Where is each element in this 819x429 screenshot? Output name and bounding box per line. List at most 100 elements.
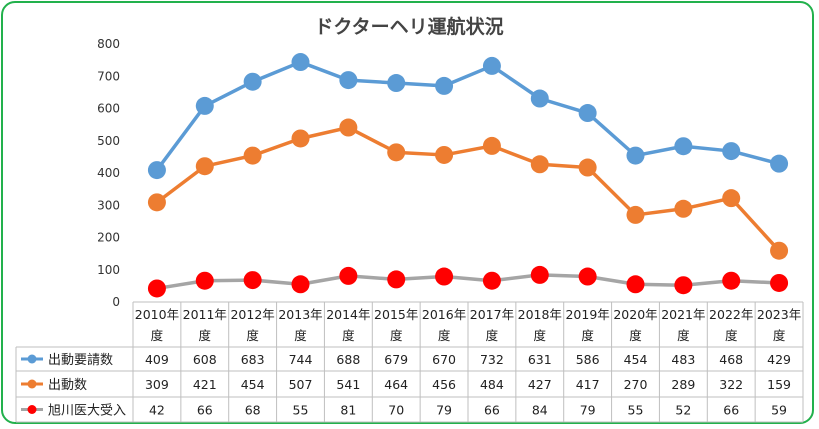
data-point	[674, 199, 693, 218]
legend-marker	[27, 405, 37, 414]
data-point	[674, 137, 693, 156]
data-point	[482, 271, 501, 290]
table-cell-value: 679	[384, 352, 408, 367]
data-point	[674, 276, 693, 295]
data-point	[530, 89, 549, 108]
table-cell-value: 670	[432, 352, 456, 367]
data-point	[339, 118, 358, 137]
legend-label: 出動数	[48, 378, 87, 393]
x-tick-label: 度	[342, 328, 355, 343]
data-point	[435, 145, 454, 164]
data-point	[291, 129, 310, 148]
table-cell-value: 79	[580, 403, 596, 418]
table-cell-value: 66	[197, 403, 213, 418]
table-cell-value: 55	[628, 403, 644, 418]
data-point	[387, 143, 406, 162]
series-markers	[147, 53, 789, 298]
table-cell-value: 484	[480, 377, 504, 392]
x-tick-label: 2023年	[757, 307, 801, 322]
data-point	[722, 189, 741, 208]
table-cell-value: 732	[480, 352, 504, 367]
x-tick-label: 2013年	[278, 307, 322, 322]
x-tick-label: 2020年	[613, 307, 657, 322]
x-tick-label: 度	[294, 328, 307, 343]
data-point	[578, 104, 597, 123]
data-point	[195, 96, 214, 115]
data-point	[243, 72, 262, 91]
data-point	[482, 136, 501, 155]
table-cell-value: 454	[624, 352, 648, 367]
chart-title: ドクターヘリ運航状況	[314, 15, 503, 38]
legend-marker	[27, 354, 37, 364]
table-cell-value: 429	[767, 352, 791, 367]
data-point	[626, 146, 645, 165]
table-cell-value: 586	[576, 352, 600, 367]
table-cell-value: 159	[767, 377, 791, 392]
table-cell-value: 409	[145, 352, 169, 367]
legend-label: 旭川医大受入	[48, 404, 126, 419]
x-tick-label: 2022年	[709, 307, 753, 322]
data-point	[770, 273, 789, 292]
table-cell-value: 81	[340, 403, 356, 418]
table-cell-value: 507	[289, 377, 313, 392]
series-lines	[155, 60, 781, 291]
table-cell-value: 68	[245, 403, 261, 418]
data-point	[626, 275, 645, 294]
table-cell-value: 483	[671, 352, 695, 367]
x-tick-label: 2021年	[661, 307, 705, 322]
x-tick-label: 2017年	[470, 307, 514, 322]
x-tick-label: 2010年	[135, 307, 179, 322]
table-cell-value: 417	[576, 377, 600, 392]
table-cell-value: 421	[193, 377, 217, 392]
y-tick-label: 200	[97, 231, 120, 245]
table-cell-value: 631	[528, 352, 552, 367]
table-cell-value: 427	[528, 377, 552, 392]
table-cell-value: 688	[336, 352, 360, 367]
x-tick-label: 度	[581, 328, 594, 343]
y-axis: 0 100 200 300 400 500 600 700 800	[97, 37, 120, 309]
x-tick-label: 度	[629, 328, 642, 343]
table-cell-value: 468	[719, 352, 743, 367]
data-point	[387, 270, 406, 289]
table-cell-value: 456	[432, 377, 456, 392]
x-tick-label: 2016年	[422, 307, 466, 322]
table-cell-value: 52	[675, 403, 691, 418]
x-tick-label: 度	[486, 328, 499, 343]
x-tick-label: 2015年	[374, 307, 418, 322]
x-tick-label: 2011年	[183, 307, 227, 322]
data-point	[578, 267, 597, 286]
data-point	[770, 241, 789, 260]
table-cell-value: 464	[384, 377, 408, 392]
data-point	[435, 76, 454, 95]
x-tick-label: 度	[534, 328, 547, 343]
data-point	[435, 267, 454, 286]
y-tick-label: 800	[97, 37, 120, 51]
data-point	[147, 161, 166, 180]
x-tick-label: 2018年	[518, 307, 562, 322]
x-tick-label: 度	[725, 328, 738, 343]
x-tick-label: 度	[246, 328, 259, 343]
legend-marker	[27, 379, 37, 389]
table-cell-value: 79	[436, 403, 452, 418]
table-cell-value: 744	[289, 352, 313, 367]
table-cell-value: 270	[624, 377, 648, 392]
data-point	[387, 74, 406, 93]
data-point	[147, 193, 166, 212]
table-cell-value: 289	[671, 377, 695, 392]
table-cell-value: 42	[149, 403, 165, 418]
x-tick-label: 度	[199, 328, 212, 343]
y-tick-label: 0	[112, 295, 120, 309]
table-cell-value: 59	[771, 403, 787, 418]
x-tick-label: 度	[151, 328, 164, 343]
y-tick-label: 600	[97, 102, 120, 116]
y-tick-label: 500	[97, 134, 120, 148]
table-cell-value: 55	[293, 403, 309, 418]
data-point	[195, 271, 214, 290]
data-point	[722, 271, 741, 290]
x-tick-label: 度	[677, 328, 690, 343]
y-tick-label: 400	[97, 166, 120, 180]
data-point	[195, 157, 214, 176]
table-cell-value: 683	[241, 352, 265, 367]
